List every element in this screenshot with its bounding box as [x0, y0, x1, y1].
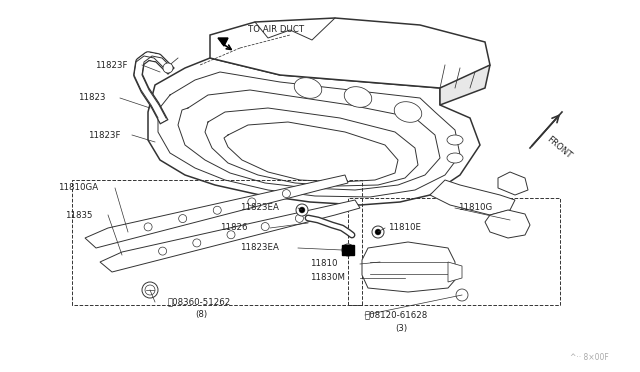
Text: ^·· 8×00F: ^·· 8×00F [570, 353, 609, 362]
Polygon shape [485, 210, 530, 238]
Ellipse shape [394, 102, 422, 122]
Circle shape [375, 229, 381, 235]
Text: 11830M: 11830M [310, 273, 345, 282]
Circle shape [159, 247, 166, 255]
Circle shape [456, 289, 468, 301]
Circle shape [261, 222, 269, 231]
Ellipse shape [344, 87, 372, 107]
Circle shape [248, 198, 256, 206]
Polygon shape [210, 18, 490, 88]
Text: 11810G: 11810G [458, 203, 492, 212]
Circle shape [372, 226, 384, 238]
Polygon shape [148, 58, 480, 205]
Text: 11823EA: 11823EA [240, 244, 279, 253]
Circle shape [179, 215, 187, 222]
Polygon shape [430, 180, 515, 215]
Polygon shape [448, 262, 462, 282]
Text: ⒲08120-61628: ⒲08120-61628 [365, 311, 428, 320]
Ellipse shape [447, 135, 463, 145]
Polygon shape [362, 242, 455, 292]
Ellipse shape [294, 78, 322, 98]
Text: TO AIR DUCT: TO AIR DUCT [248, 26, 304, 35]
Circle shape [145, 285, 155, 295]
Text: 11823: 11823 [78, 93, 106, 103]
Circle shape [296, 204, 308, 216]
Text: 11810GA: 11810GA [58, 183, 98, 192]
Text: (8): (8) [195, 311, 207, 320]
Text: 11823F: 11823F [95, 61, 127, 70]
Circle shape [193, 239, 201, 247]
Text: FRONT: FRONT [545, 135, 573, 161]
Circle shape [227, 231, 235, 239]
Circle shape [299, 207, 305, 213]
Polygon shape [342, 245, 354, 255]
Circle shape [144, 223, 152, 231]
Circle shape [142, 282, 158, 298]
Circle shape [282, 190, 291, 198]
Text: 11835: 11835 [65, 211, 93, 219]
Text: 11810E: 11810E [388, 224, 421, 232]
Circle shape [296, 214, 303, 222]
Text: (3): (3) [395, 324, 407, 333]
Text: Ⓢ08360-51262: Ⓢ08360-51262 [168, 298, 231, 307]
Polygon shape [100, 200, 360, 272]
Ellipse shape [447, 153, 463, 163]
Circle shape [342, 244, 354, 256]
Text: 11826: 11826 [220, 224, 248, 232]
Polygon shape [218, 38, 228, 46]
Polygon shape [440, 65, 490, 105]
Polygon shape [85, 175, 348, 248]
Text: 11810: 11810 [310, 260, 337, 269]
Text: 11823F: 11823F [88, 131, 120, 140]
Circle shape [163, 63, 173, 73]
Text: 11823EA: 11823EA [240, 203, 279, 212]
Polygon shape [498, 172, 528, 195]
Circle shape [213, 206, 221, 214]
